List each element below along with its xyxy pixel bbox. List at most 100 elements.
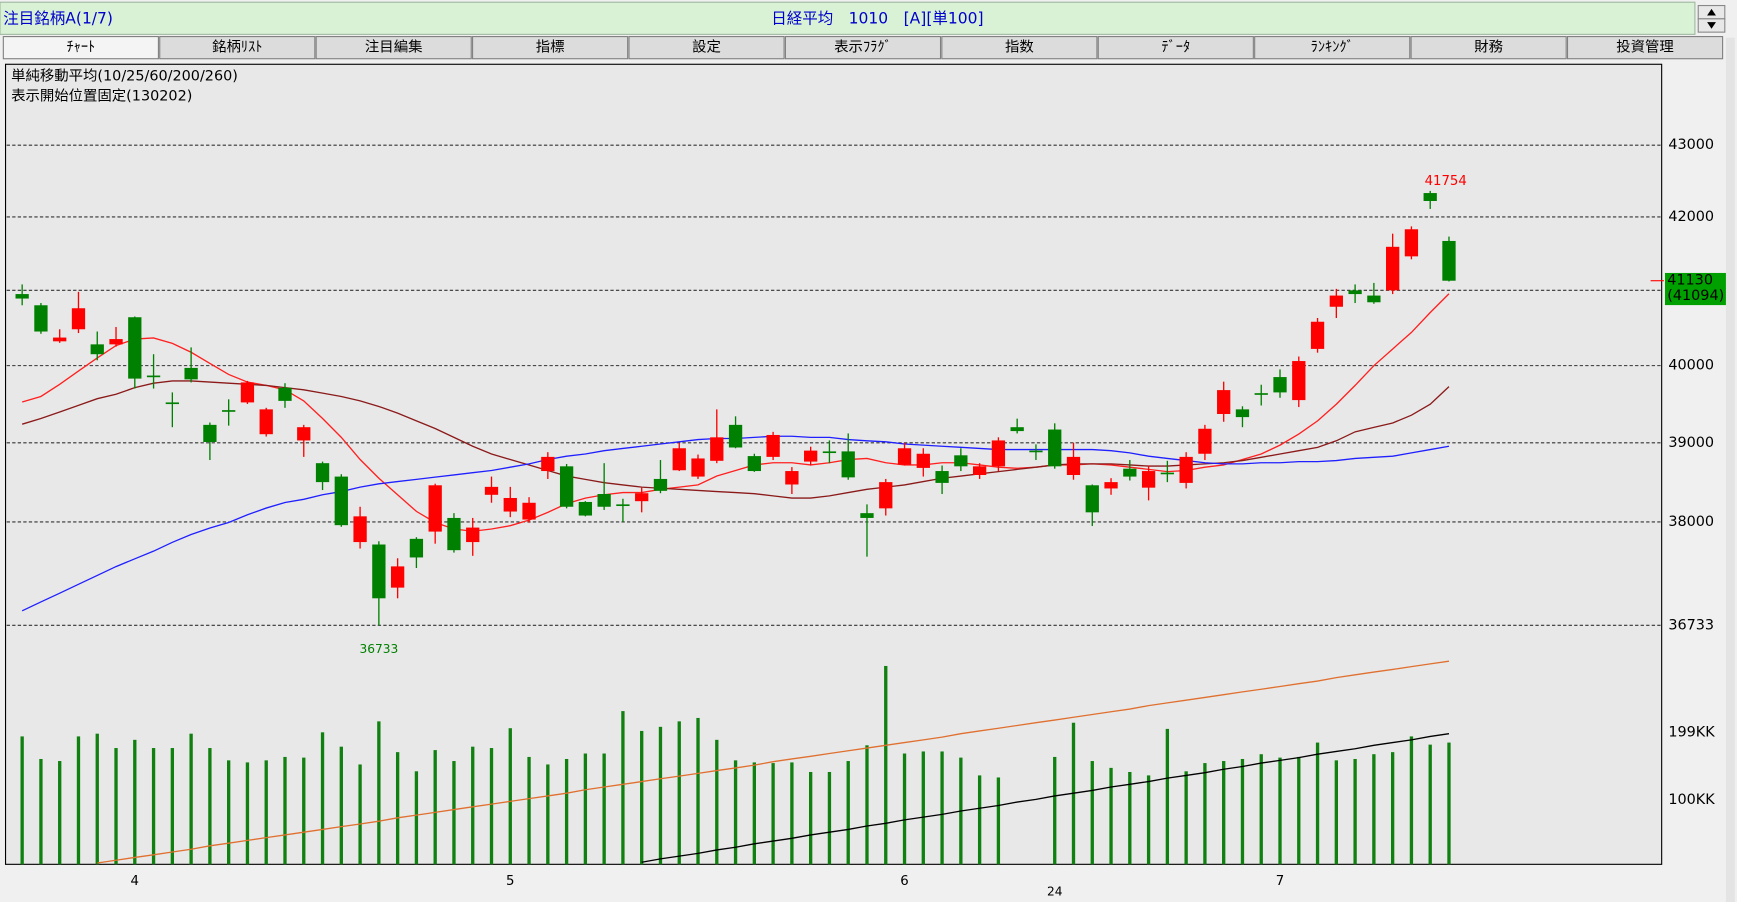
tab-label: 財務 [1474, 39, 1503, 56]
volume-average-line [97, 660, 1450, 864]
tab-label: 投資管理 [1616, 39, 1674, 56]
candle-body [916, 453, 930, 468]
candle-body [597, 494, 611, 507]
volume-bar [245, 762, 250, 865]
candle-body [972, 466, 987, 475]
volume-bar [283, 756, 287, 865]
tab[interactable] [472, 36, 629, 60]
candle-body [822, 451, 837, 454]
candle-body [766, 434, 780, 457]
tab[interactable] [315, 36, 472, 60]
candle-body [1198, 428, 1212, 454]
candle-body [1310, 321, 1325, 349]
scrollbar [1725, 37, 1735, 902]
volume-bar [1390, 752, 1395, 865]
candle-body [1386, 246, 1400, 291]
tab-label: 注目編集 [365, 39, 423, 56]
last-price-label: 41130 [1667, 273, 1713, 289]
volume-bar [733, 760, 738, 865]
volume-bar [677, 721, 681, 865]
tab[interactable] [1410, 36, 1567, 60]
candle-body [1141, 471, 1156, 488]
volume-bar [133, 739, 137, 865]
volume-bar [884, 665, 888, 865]
volume-bar [564, 758, 569, 865]
candle-body [804, 450, 818, 462]
candle-body [541, 456, 555, 472]
tab[interactable] [941, 36, 1098, 60]
volume-bar [358, 764, 362, 865]
candle-body [522, 502, 536, 520]
tab[interactable] [159, 36, 316, 60]
header-center: 日経平均 1010 [A][単100] [771, 9, 983, 27]
candle-body [222, 410, 236, 412]
x-tick-label: 6 [900, 874, 908, 889]
volume-bar [1334, 760, 1338, 865]
candle-body [315, 463, 330, 483]
volume-bar [1053, 756, 1057, 865]
volume-bar [414, 771, 419, 865]
y-tick-label: 42000 [1668, 209, 1714, 225]
tab-label: 設定 [692, 39, 721, 56]
tab[interactable] [628, 36, 785, 60]
chart-subtitle: 表示開始位置固定(130202) [11, 87, 192, 104]
volume-bar [114, 748, 118, 865]
volume-bar [827, 771, 832, 865]
tab-label: ﾗﾝｷﾝｸﾞ [1311, 39, 1354, 56]
candle-body [484, 486, 499, 495]
candle-body [616, 504, 630, 507]
candle-body [672, 448, 686, 471]
volume-bar [58, 761, 62, 865]
x-tick-label: 5 [506, 874, 514, 889]
volume-bar [189, 733, 193, 865]
y-tick-label: 36733 [1668, 617, 1714, 633]
tab[interactable] [1254, 36, 1411, 60]
candle-body [146, 375, 161, 378]
low-label: 36733 [359, 642, 398, 656]
volume-bar [1315, 742, 1320, 865]
y-tick-label: 100KK [1668, 792, 1715, 808]
candle-body [128, 317, 142, 379]
volume-bar [621, 711, 625, 865]
spin-up-arrow [1707, 8, 1716, 16]
candle-body [954, 455, 968, 467]
candle-body [860, 513, 874, 518]
y-tick-label: 199KK [1668, 724, 1715, 740]
candle-body [691, 458, 705, 477]
candle-body [1029, 450, 1043, 453]
tab[interactable] [1097, 36, 1254, 60]
candle-body [15, 294, 29, 299]
candle-body [635, 493, 649, 502]
candle-body [1104, 482, 1118, 489]
tab[interactable] [784, 36, 942, 60]
candle-body [710, 437, 724, 461]
candle-body [1254, 393, 1268, 395]
volume-bar [1372, 754, 1376, 865]
volume-bar [1222, 761, 1226, 865]
tab[interactable] [2, 36, 159, 60]
candle-body [409, 538, 424, 558]
tab[interactable] [1566, 36, 1724, 60]
volume-bar [302, 757, 306, 865]
candle-body [1217, 390, 1231, 415]
candle-body [53, 337, 67, 342]
chart-title: 単純移動平均(10/25/60/200/260) [11, 67, 238, 84]
volume-bar [940, 751, 944, 865]
volume-bar [1278, 757, 1282, 865]
volume-bar [602, 753, 606, 865]
candle-body [165, 402, 179, 405]
volume-bar [658, 726, 663, 865]
volume-bar [1447, 742, 1451, 865]
candle-body [879, 482, 893, 509]
tab-label: 指数 [1005, 39, 1034, 56]
volume-bar [996, 777, 1001, 865]
candle-body [184, 367, 198, 380]
candle-body [203, 424, 217, 443]
tab-label: 指標 [536, 39, 565, 56]
last-price-label-2: (41094) [1667, 288, 1724, 304]
candle-body [390, 566, 405, 588]
candle-body [109, 339, 123, 345]
y-tick-label: 43000 [1668, 137, 1714, 153]
candle-body [897, 448, 912, 465]
